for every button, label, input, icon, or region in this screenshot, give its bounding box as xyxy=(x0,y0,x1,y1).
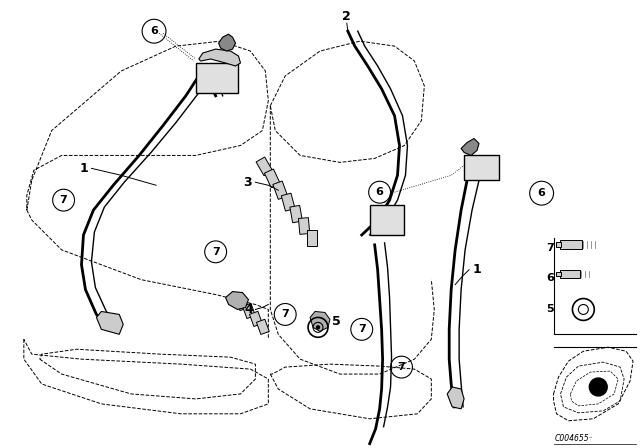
Text: 6: 6 xyxy=(547,273,554,283)
Bar xyxy=(282,193,295,211)
Bar xyxy=(556,271,561,276)
Text: 5: 5 xyxy=(547,305,554,314)
Text: 1: 1 xyxy=(79,162,88,175)
Text: 7: 7 xyxy=(60,195,67,205)
Bar xyxy=(273,181,287,199)
Text: 6: 6 xyxy=(538,188,545,198)
Polygon shape xyxy=(461,138,479,155)
Text: 7: 7 xyxy=(397,362,405,372)
Text: 1: 1 xyxy=(473,263,481,276)
FancyBboxPatch shape xyxy=(464,155,499,180)
Bar xyxy=(257,319,269,335)
Circle shape xyxy=(589,378,607,396)
Polygon shape xyxy=(447,387,464,409)
Text: 4: 4 xyxy=(244,303,253,316)
FancyBboxPatch shape xyxy=(370,205,404,235)
Polygon shape xyxy=(219,34,236,51)
Bar xyxy=(298,218,310,234)
Bar xyxy=(250,311,262,327)
Text: 5: 5 xyxy=(332,315,340,328)
Bar xyxy=(264,169,280,188)
Polygon shape xyxy=(199,49,241,66)
Text: 6: 6 xyxy=(150,26,158,36)
Bar xyxy=(561,240,582,249)
Text: C004655⁻: C004655⁻ xyxy=(554,434,593,443)
Bar xyxy=(290,205,303,223)
Text: 6: 6 xyxy=(376,187,383,197)
Bar xyxy=(561,270,580,278)
Polygon shape xyxy=(310,311,330,332)
Text: 3: 3 xyxy=(243,176,252,189)
Bar xyxy=(243,303,255,319)
Text: 7: 7 xyxy=(282,310,289,319)
Bar xyxy=(307,230,317,246)
Bar xyxy=(256,157,273,176)
Bar xyxy=(556,242,561,247)
Circle shape xyxy=(317,326,319,329)
Polygon shape xyxy=(225,292,248,310)
Text: 7: 7 xyxy=(212,247,220,257)
Text: 7: 7 xyxy=(547,243,554,253)
Text: 7: 7 xyxy=(358,324,365,334)
Polygon shape xyxy=(97,311,124,334)
Text: 2: 2 xyxy=(342,10,351,23)
Bar xyxy=(236,295,248,310)
FancyBboxPatch shape xyxy=(196,63,237,93)
